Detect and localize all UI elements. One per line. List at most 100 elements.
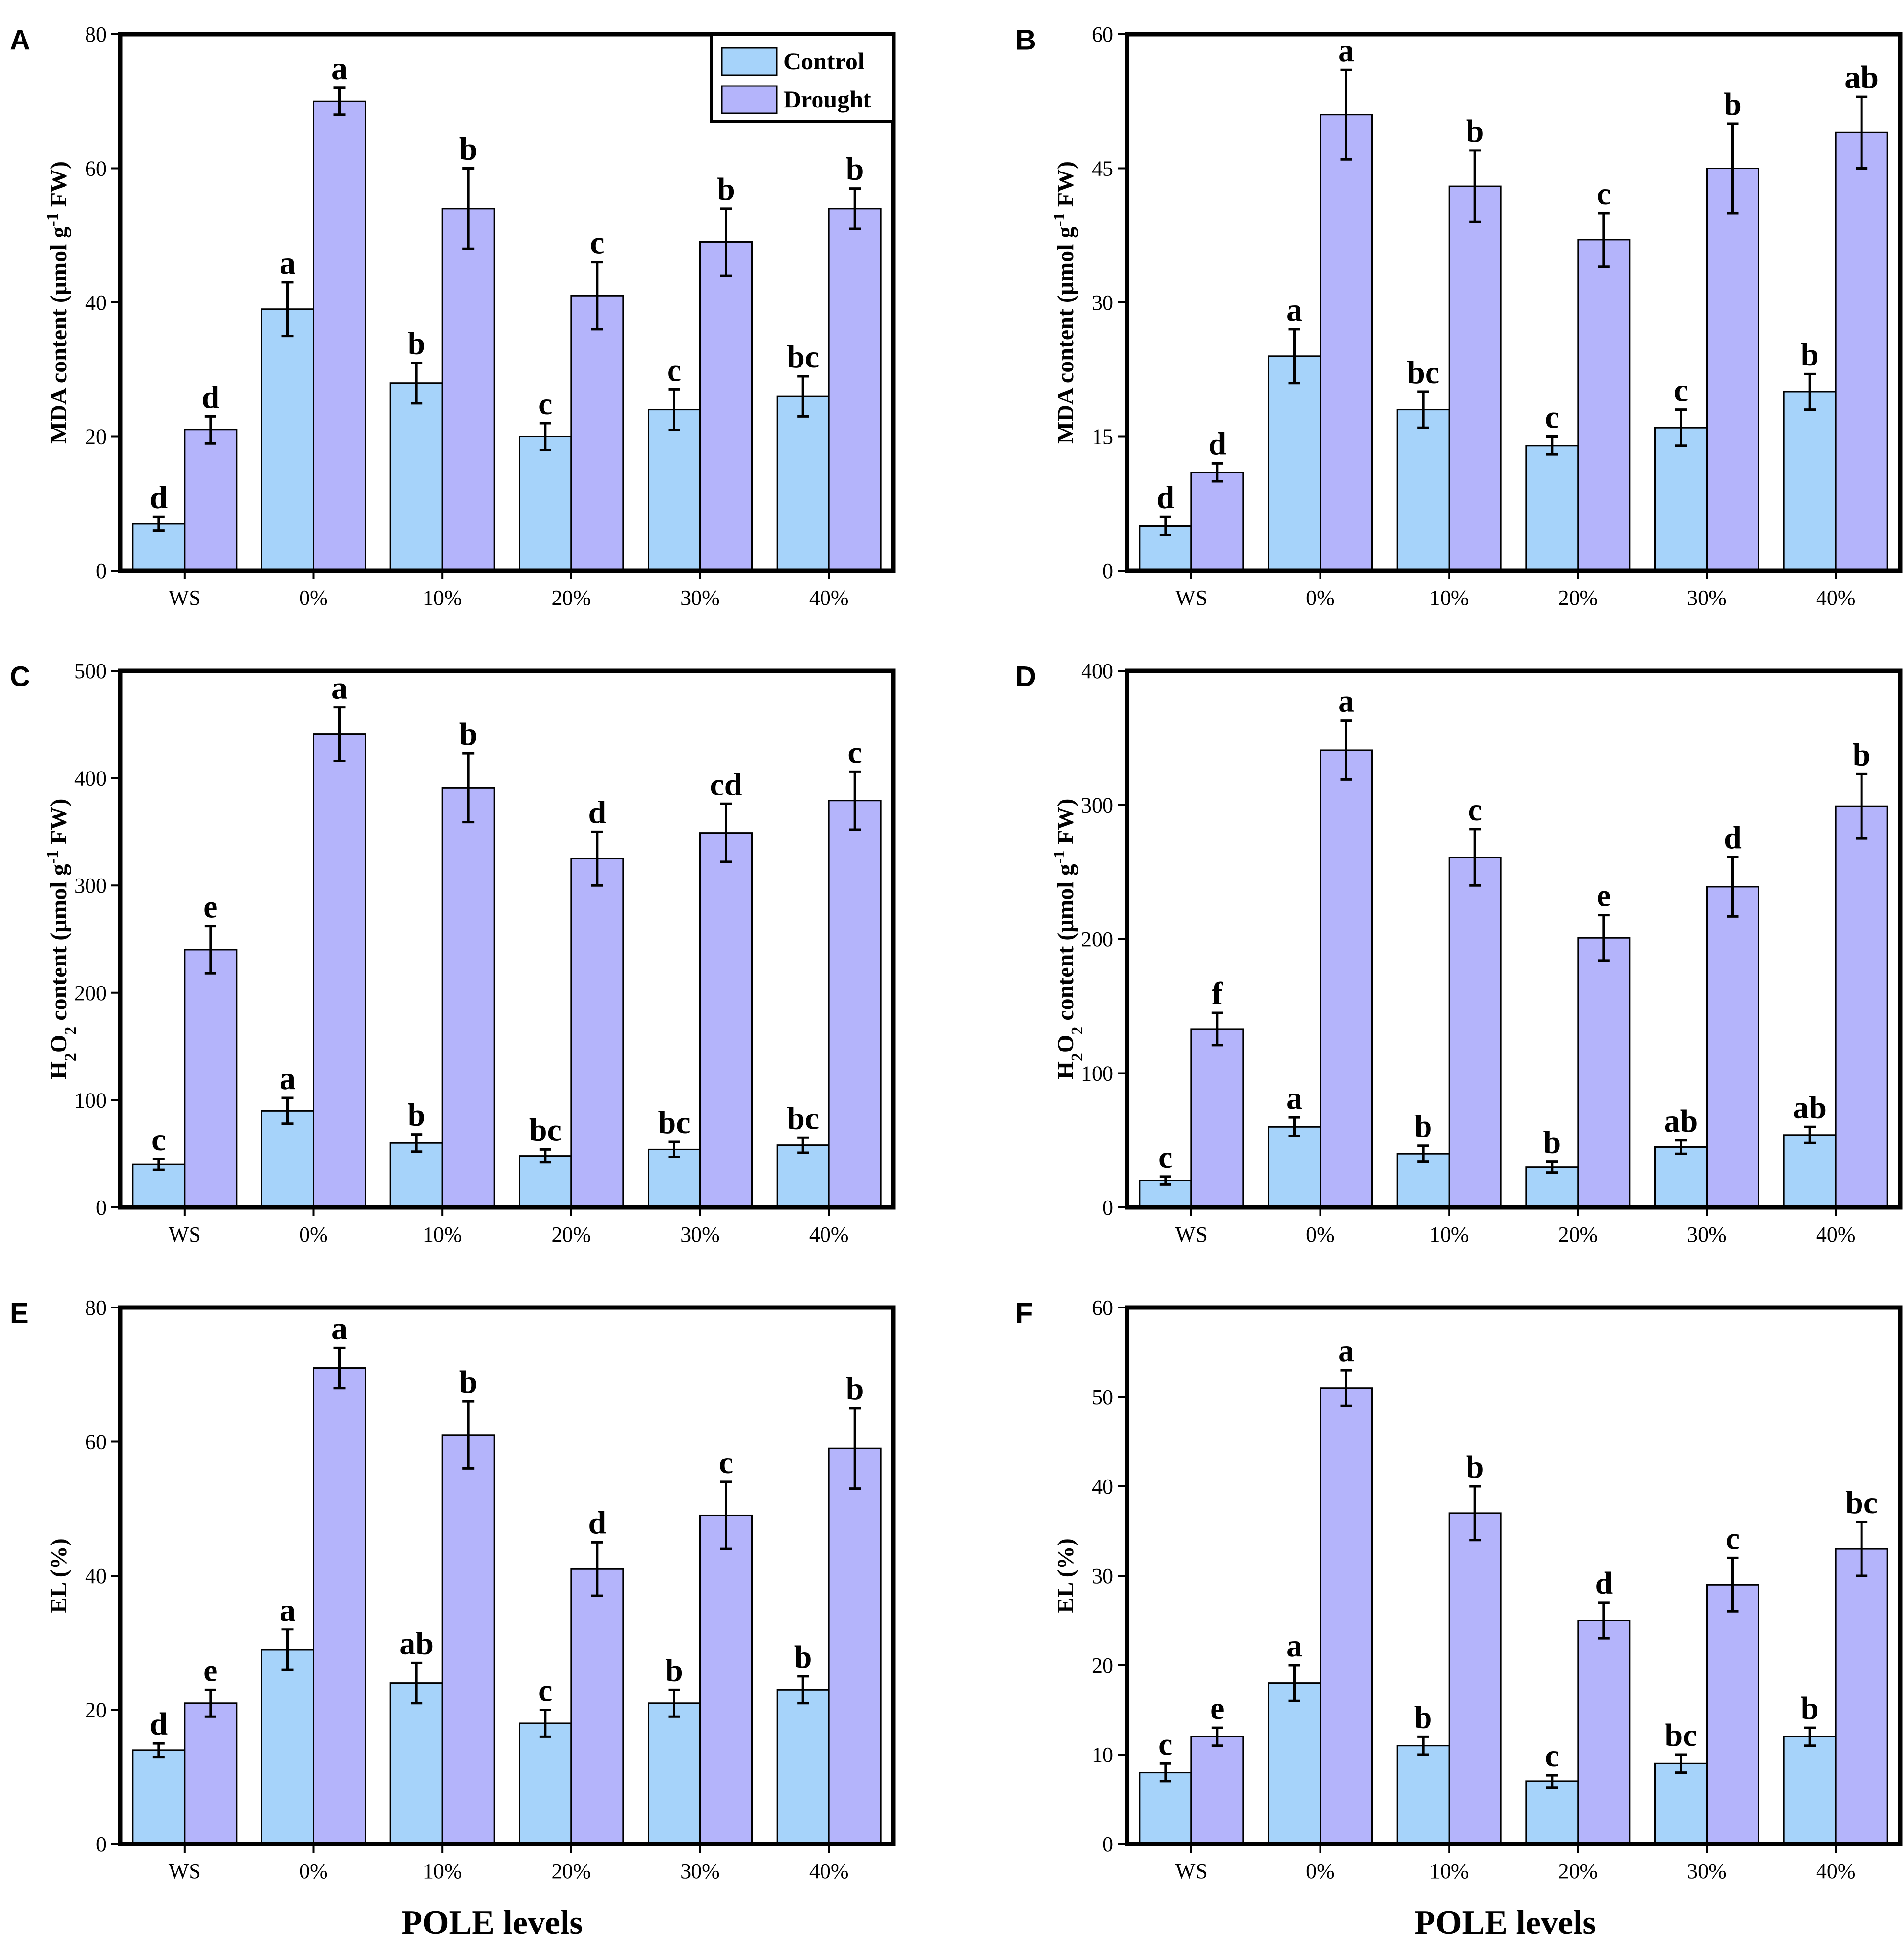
bar-control [519, 1155, 572, 1208]
y-tick-label: 300 [1081, 794, 1113, 817]
y-tick-label: 0 [96, 1196, 107, 1220]
significance-letter: d [1724, 820, 1742, 856]
significance-letter: b [1414, 1699, 1432, 1735]
x-tick-label: 20% [1558, 1859, 1598, 1883]
significance-letter: b [459, 131, 477, 167]
x-tick-label: 10% [1429, 586, 1469, 610]
y-title-part: H [1053, 1061, 1079, 1079]
x-tick-label: 10% [423, 586, 462, 610]
significance-letter: d [150, 480, 168, 515]
legend-label-control: Control [783, 47, 865, 75]
x-tick-label: 20% [1558, 1223, 1598, 1246]
bar-drought [1835, 131, 1888, 572]
x-tick-label: 20% [552, 586, 591, 610]
significance-letter: c [1158, 1726, 1172, 1762]
bar-drought [570, 1568, 624, 1845]
y-title-part: EL (%) [46, 1538, 72, 1613]
panel-letter: F [1016, 1298, 1033, 1330]
y-tick-label: 10 [1092, 1743, 1113, 1767]
bar-drought [1448, 185, 1502, 572]
significance-letter: a [1286, 1628, 1302, 1664]
significance-letter: e [203, 889, 217, 925]
y-title-subscript: 2 [1068, 1027, 1086, 1035]
y-axis-title: MDA content (μmol g-1 FW) [1050, 161, 1079, 444]
x-tick-label: WS [169, 586, 201, 610]
x-tick-label: 10% [1429, 1223, 1469, 1246]
significance-letter: b [794, 1639, 812, 1675]
y-title-part: H [46, 1061, 72, 1079]
bar-control [389, 382, 443, 572]
significance-letter: bc [529, 1112, 562, 1148]
y-tick-label: 0 [1103, 1196, 1113, 1220]
y-tick-label: 30 [1092, 291, 1113, 315]
y-tick-label: 200 [74, 981, 107, 1005]
significance-letter: e [203, 1652, 217, 1688]
bar-drought [313, 733, 366, 1208]
x-tick-label: 10% [423, 1859, 462, 1883]
x-tick-label: WS [1175, 1223, 1208, 1246]
bar-drought [1190, 1736, 1244, 1845]
y-tick-label: 60 [85, 157, 107, 181]
bar-control [1525, 1780, 1579, 1845]
plot-frame [118, 1305, 896, 1846]
significance-letter: a [280, 1592, 296, 1628]
significance-letter: c [1674, 373, 1688, 408]
bar-control [1654, 427, 1708, 572]
significance-letter: ab [1844, 60, 1879, 95]
bar-drought [184, 429, 238, 572]
y-title-part: EL (%) [1053, 1538, 1079, 1613]
significance-letter: b [846, 151, 864, 187]
significance-letter: b [1543, 1125, 1561, 1160]
bar-drought [184, 1702, 238, 1845]
x-tick-label: 40% [1816, 1859, 1856, 1883]
y-axis-title: H2O2 content (μmol g-1 FW) [1050, 799, 1086, 1080]
significance-letter: b [1466, 1449, 1484, 1485]
bar-control [648, 1148, 701, 1208]
bar-drought [313, 1367, 366, 1845]
x-tick-label: 40% [809, 586, 849, 610]
bar-drought [1190, 1028, 1244, 1208]
significance-letter: c [719, 1445, 733, 1480]
significance-letter: c [1545, 400, 1559, 435]
significance-letter: b [717, 172, 735, 207]
y-tick-label: 100 [1081, 1062, 1113, 1086]
y-axis-title: MDA content (μmol g-1 FW) [43, 161, 72, 444]
bar-control [1268, 1682, 1321, 1845]
y-title-part: FW) [46, 161, 72, 213]
bar-control [1525, 1166, 1579, 1208]
bar-control [1783, 1134, 1837, 1208]
bar-control [648, 1702, 701, 1845]
legend-label-drought: Drought [783, 86, 871, 113]
panel-letter: D [1016, 661, 1036, 693]
y-tick-label: 80 [85, 1296, 107, 1320]
significance-letter: b [665, 1652, 683, 1688]
x-tick-label: 20% [552, 1859, 591, 1883]
x-tick-label: 30% [1687, 1223, 1727, 1246]
y-tick-label: 400 [74, 767, 107, 791]
y-tick-label: 20 [85, 425, 107, 449]
x-tick-label: 30% [680, 586, 720, 610]
y-tick-label: 500 [74, 659, 107, 683]
y-title-superscript: -1 [1050, 850, 1068, 864]
panel-letter: A [10, 24, 30, 56]
plot-frame [118, 32, 896, 573]
significance-letter: c [590, 225, 604, 261]
y-tick-label: 50 [1092, 1385, 1113, 1409]
bar-control [776, 1144, 830, 1208]
significance-letter: b [459, 716, 477, 752]
significance-letter: c [151, 1122, 166, 1158]
legend-swatch-control [721, 47, 778, 76]
bar-drought [699, 832, 753, 1208]
plot-frame [118, 668, 896, 1210]
panel-a: A 0 20 40 60 80 MDA content (μmol g-1 FW) WS d d 0… [10, 22, 896, 610]
x-tick-label: 40% [809, 1223, 849, 1246]
significance-letter: a [331, 1310, 347, 1346]
bar-control [1139, 1772, 1192, 1845]
y-title-part: O [46, 1035, 72, 1053]
significance-letter: c [1726, 1521, 1740, 1556]
significance-letter: bc [1845, 1485, 1878, 1521]
significance-letter: ab [1793, 1090, 1827, 1125]
y-axis-title: EL (%) [1053, 1538, 1079, 1613]
